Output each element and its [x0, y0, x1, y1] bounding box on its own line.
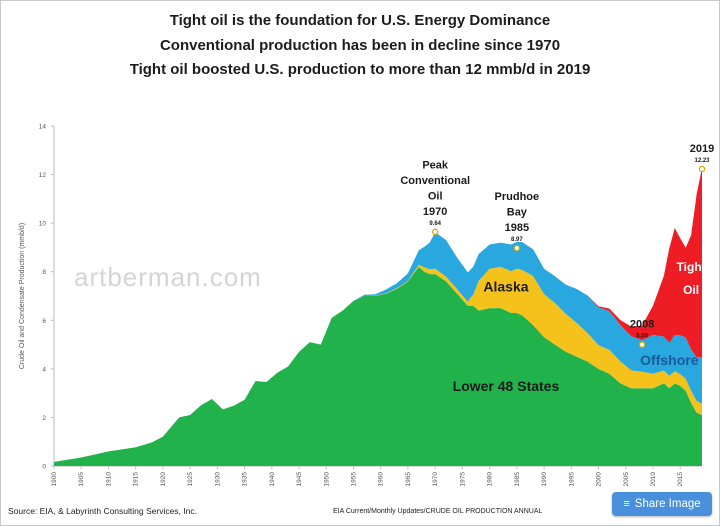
annotation-value-label: 9.64	[429, 221, 441, 227]
x-tick-label: 1905	[78, 472, 85, 487]
eia-note: EIA Current/Monthly Updates/CRUDE OIL PR…	[333, 508, 543, 515]
annotation-caption-line: Peak	[422, 159, 449, 171]
y-tick-label: 4	[42, 366, 46, 373]
x-tick-label: 2005	[623, 472, 630, 487]
annotation-caption-line: Bay	[507, 207, 528, 219]
x-tick-label: 2015	[677, 472, 684, 487]
x-tick-label: 1975	[459, 472, 466, 487]
share-image-label: Share Image	[634, 498, 701, 510]
annotation-caption-line: 2008	[630, 319, 654, 331]
area-lower-48-states	[54, 266, 702, 466]
x-tick-label: 1920	[160, 472, 167, 487]
x-tick-label: 1990	[541, 472, 548, 487]
share-image-button[interactable]: ≡ Share Image	[612, 492, 712, 516]
y-tick-label: 2	[42, 415, 46, 422]
annotation-caption-line: 1970	[423, 206, 447, 218]
chart-title-line-2: Conventional production has been in decl…	[159, 37, 561, 54]
watermark-text: artberman.com	[74, 262, 262, 292]
area-alaska	[54, 264, 702, 462]
annotation-marker	[698, 165, 706, 173]
x-tick-label: 1965	[405, 472, 412, 487]
x-tick-label: 2010	[650, 472, 657, 487]
chart-title-line-1: Tight oil is the foundation for U.S. Ene…	[169, 12, 551, 29]
annotation-marker	[513, 244, 521, 252]
x-tick-label: 1985	[514, 472, 521, 487]
annotation-caption-line: 1985	[505, 222, 529, 234]
x-tick-label: 1940	[269, 472, 276, 487]
annotation-caption-line: Oil	[428, 190, 443, 202]
x-tick-label: 1930	[214, 472, 221, 487]
annotation-value-label: 5.00	[636, 334, 648, 340]
x-tick-label: 1960	[378, 472, 385, 487]
layers-icon: ≡	[623, 498, 630, 510]
y-axis-title: Crude Oil and Condensate Production (mmb…	[19, 223, 26, 369]
x-tick-label: 1925	[187, 472, 194, 487]
region-label-alaska: Alaska	[483, 279, 528, 295]
annotation-caption-line: 2019	[690, 143, 714, 155]
region-label-tight: Tight	[677, 260, 706, 274]
annotation-marker	[638, 341, 646, 348]
source-note: Source: EIA, & Labyrinth Consulting Serv…	[8, 506, 197, 516]
y-tick-label: 8	[42, 269, 46, 276]
y-tick-label: 10	[39, 221, 47, 228]
x-tick-label: 1995	[568, 472, 575, 487]
x-tick-label: 1910	[105, 472, 112, 487]
y-tick-label: 14	[39, 124, 47, 131]
x-tick-label: 1915	[133, 472, 140, 487]
x-tick-label: 1955	[350, 472, 357, 487]
x-tick-label: 1950	[323, 472, 330, 487]
x-tick-label: 1980	[487, 472, 494, 487]
annotation-marker	[431, 228, 439, 236]
x-tick-label: 1970	[432, 472, 439, 487]
annotation-value-label: 8.97	[511, 237, 523, 243]
region-label-lower-48-states: Lower 48 States	[453, 378, 560, 394]
y-tick-label: 6	[42, 318, 46, 325]
chart-title-line-3: Tight oil boosted U.S. production to mor…	[129, 61, 591, 78]
x-tick-label: 1900	[51, 472, 58, 487]
annotation-caption-line: Prudhoe	[495, 191, 540, 203]
annotation-caption-line: Conventional	[400, 175, 470, 187]
x-tick-label: 2000	[596, 472, 603, 487]
x-tick-label: 1935	[242, 472, 249, 487]
annotation-value-label: 12.23	[694, 158, 710, 164]
y-tick-label: 0	[42, 464, 46, 471]
y-tick-label: 12	[39, 172, 47, 179]
region-label-offshore: Offshore	[640, 352, 699, 368]
region-label-oil: Oil	[683, 283, 699, 297]
x-tick-label: 1945	[296, 472, 303, 487]
